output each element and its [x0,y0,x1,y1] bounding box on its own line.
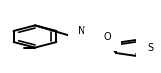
Text: S: S [148,43,154,53]
Text: N: N [94,37,101,47]
Text: N: N [78,26,85,36]
Text: O: O [103,32,111,41]
